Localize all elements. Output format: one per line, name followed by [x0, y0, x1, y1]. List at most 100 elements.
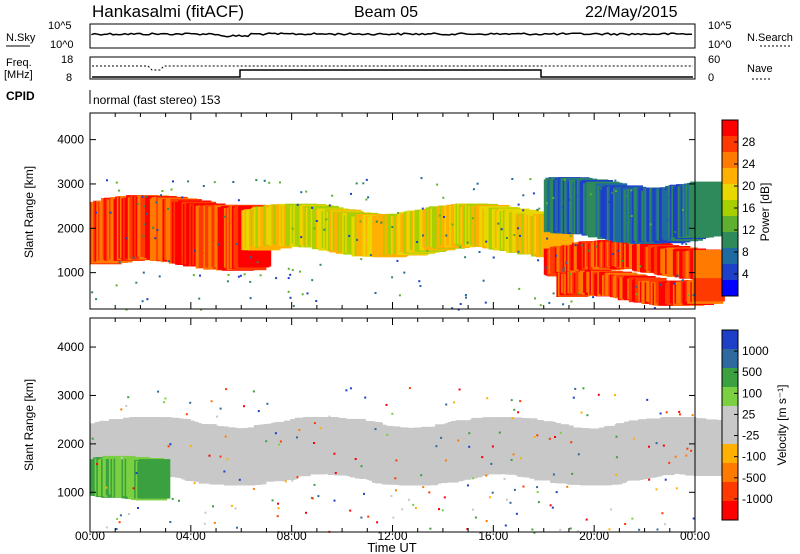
freq-panel — [89, 56, 696, 80]
heatmap-speckle — [414, 507, 417, 509]
heatmap-speckle — [551, 506, 554, 509]
heatmap-speckle — [466, 241, 469, 244]
heatmap-speckle — [287, 290, 290, 293]
heatmap-speckle — [157, 390, 160, 393]
heatmap-speckle — [511, 178, 514, 180]
heatmap-speckle — [552, 196, 555, 199]
heatmap-speckle — [666, 219, 669, 222]
heatmap-speckle — [287, 267, 290, 270]
heatmap-speckle — [331, 194, 334, 197]
heatmap-speckle — [367, 196, 370, 199]
colorbar-swatch — [722, 482, 738, 502]
heatmap-speckle — [438, 508, 440, 511]
heatmap-speckle — [582, 387, 585, 390]
heatmap-speckle — [243, 405, 245, 408]
heatmap-speckle — [232, 181, 235, 183]
heatmap-speckle — [686, 447, 689, 450]
heatmap-speckle — [443, 496, 446, 499]
heatmap-speckle — [468, 432, 471, 435]
heatmap-speckle — [500, 228, 503, 231]
y-tick-label: 3000 — [57, 177, 84, 191]
colorbar-tick-label: 12 — [742, 223, 756, 237]
heatmap-speckle — [360, 516, 363, 519]
heatmap-speckle — [513, 408, 516, 411]
heatmap-speckle — [554, 436, 556, 438]
heatmap-speckle — [296, 436, 298, 439]
heatmap-speckle — [279, 181, 281, 184]
heatmap-speckle — [230, 504, 233, 507]
heatmap-speckle — [354, 458, 357, 460]
heatmap-speckle — [586, 414, 589, 417]
heatmap-speckle — [380, 221, 383, 224]
heatmap-speckle — [187, 180, 190, 183]
heatmap-speckle — [350, 192, 352, 195]
heatmap-speckle — [664, 523, 667, 526]
heatmap-speckle — [360, 465, 363, 468]
heatmap-speckle — [328, 204, 331, 207]
cpid-text: normal (fast stereo) 153 — [93, 93, 221, 107]
heatmap-speckle — [621, 259, 624, 262]
heatmap-speckle — [548, 437, 551, 440]
heatmap-speckle — [213, 181, 216, 184]
heatmap-speckle — [471, 217, 474, 220]
x-tick-label: 16:00 — [478, 529, 508, 543]
heatmap-speckle — [615, 456, 618, 459]
heatmap-speckle — [503, 477, 506, 480]
heatmap-speckle — [497, 222, 500, 225]
colorbar-tick-label: 16 — [742, 201, 756, 215]
heatmap-speckle — [167, 445, 170, 448]
heatmap-speckle — [474, 516, 477, 519]
heatmap-speckle — [313, 422, 316, 425]
heatmap-speckle — [517, 203, 520, 206]
heatmap-speckle — [630, 215, 633, 217]
heatmap-speckle — [685, 243, 688, 246]
heatmap-speckle — [562, 269, 565, 272]
x-tick-label: 20:00 — [579, 529, 609, 543]
heatmap-speckle — [555, 491, 558, 494]
heatmap-speckle — [401, 508, 404, 511]
heatmap-speckle — [170, 188, 173, 191]
colorbar-swatch — [722, 152, 738, 169]
heatmap-speckle — [395, 489, 397, 492]
heatmap-speckle — [227, 273, 230, 276]
heatmap-speckle — [200, 308, 203, 311]
heatmap-speckle — [459, 303, 462, 305]
heatmap-speckle — [198, 297, 201, 300]
heatmap-speckle — [570, 441, 573, 444]
heatmap-speckle — [589, 193, 592, 196]
heatmap-speckle — [536, 434, 539, 437]
heatmap-speckle — [674, 455, 677, 458]
colorbar-swatch — [722, 200, 738, 217]
heatmap-speckle — [655, 442, 658, 445]
nsky-trace — [91, 32, 693, 38]
heatmap-speckle — [315, 300, 318, 302]
heatmap-speckle — [256, 261, 259, 264]
heatmap-speckle — [489, 452, 492, 455]
heatmap-speckle — [611, 191, 614, 194]
heatmap-speckle — [365, 198, 368, 201]
heatmap-speckle — [219, 455, 222, 458]
heatmap-speckle — [517, 411, 520, 414]
nave-label: Nave — [747, 63, 773, 75]
heatmap-speckle — [362, 182, 365, 185]
heatmap-speckle — [292, 305, 295, 307]
heatmap-speckle — [278, 443, 281, 446]
heatmap-speckle — [274, 432, 277, 435]
heatmap-speckle — [592, 296, 595, 299]
heatmap-speckle — [396, 259, 399, 262]
heatmap-speckle — [608, 200, 611, 203]
heatmap-speckle — [328, 415, 331, 418]
heatmap-speckle — [653, 307, 656, 310]
heatmap-speckle — [319, 427, 322, 430]
heatmap-speckle — [577, 453, 580, 456]
heatmap-speckle — [428, 491, 431, 494]
heatmap-speckle — [465, 296, 467, 299]
y-tick-label: 4000 — [57, 133, 84, 147]
heatmap-speckle — [385, 403, 388, 406]
heatmap-speckle — [662, 444, 665, 447]
heatmap-speckle — [441, 509, 444, 512]
heatmap-speckle — [279, 440, 282, 443]
heatmap-speckle — [146, 212, 148, 215]
heatmap-speckle — [420, 177, 423, 180]
heatmap-speckle — [193, 482, 196, 485]
